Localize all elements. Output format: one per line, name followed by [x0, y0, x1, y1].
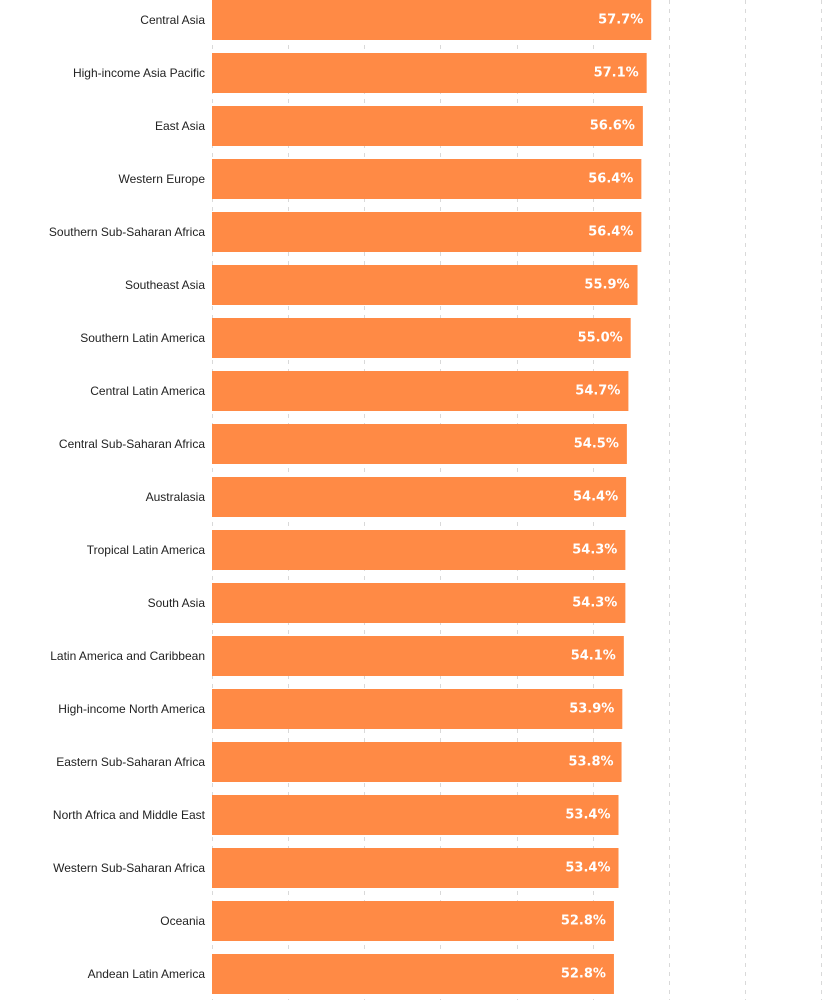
bar	[212, 848, 619, 888]
category-label: Andean Latin America	[88, 967, 206, 981]
value-label: 57.7%	[598, 13, 643, 28]
value-label: 53.4%	[565, 808, 610, 823]
bar	[212, 53, 647, 93]
bar	[212, 795, 619, 835]
category-label: Central Latin America	[90, 384, 205, 398]
category-label: North Africa and Middle East	[53, 808, 206, 822]
value-label: 55.0%	[578, 331, 623, 346]
category-label: South Asia	[148, 596, 206, 610]
category-label: Australasia	[146, 490, 206, 504]
category-label: Latin America and Caribbean	[50, 649, 205, 663]
bar	[212, 954, 614, 994]
category-label: High-income North America	[58, 702, 205, 716]
bar	[212, 530, 626, 570]
bars: Central Asia 57.7% High-income Asia Pacifi…	[49, 0, 652, 994]
bar	[212, 265, 638, 305]
bar	[212, 318, 631, 358]
value-label: 52.8%	[561, 914, 606, 929]
value-label: 55.9%	[584, 278, 629, 293]
bar	[212, 901, 614, 941]
category-label: Southern Latin America	[80, 331, 205, 345]
bar	[212, 0, 652, 40]
category-label: Tropical Latin America	[87, 543, 206, 557]
value-label: 56.4%	[588, 172, 633, 187]
value-label: 54.7%	[575, 384, 620, 399]
category-label: High-income Asia Pacific	[73, 66, 205, 80]
value-label: 53.8%	[568, 755, 613, 770]
category-label: Southeast Asia	[125, 278, 205, 292]
value-label: 54.3%	[572, 596, 617, 611]
value-label: 54.1%	[571, 649, 616, 664]
bar	[212, 636, 624, 676]
category-label: Central Sub-Saharan Africa	[59, 437, 205, 451]
value-label: 54.4%	[573, 490, 618, 505]
value-label: 54.3%	[572, 543, 617, 558]
category-label: Eastern Sub-Saharan Africa	[56, 755, 205, 769]
category-label: Southern Sub-Saharan Africa	[49, 225, 205, 239]
bar	[212, 212, 642, 252]
category-label: East Asia	[155, 119, 205, 133]
category-label: Western Europe	[119, 172, 206, 186]
value-label: 56.4%	[588, 225, 633, 240]
value-label: 53.9%	[569, 702, 614, 717]
bar	[212, 742, 622, 782]
bar	[212, 424, 627, 464]
value-label: 54.5%	[574, 437, 619, 452]
category-label: Central Asia	[140, 13, 205, 27]
category-label: Oceania	[160, 914, 205, 928]
bar	[212, 689, 623, 729]
category-label: Western Sub-Saharan Africa	[53, 861, 205, 875]
bar	[212, 583, 626, 623]
bar	[212, 159, 642, 199]
value-label: 56.6%	[590, 119, 635, 134]
value-label: 52.8%	[561, 967, 606, 982]
bar	[212, 371, 629, 411]
bar	[212, 477, 627, 517]
value-label: 57.1%	[594, 66, 639, 81]
bar	[212, 106, 643, 146]
value-label: 53.4%	[565, 861, 610, 876]
